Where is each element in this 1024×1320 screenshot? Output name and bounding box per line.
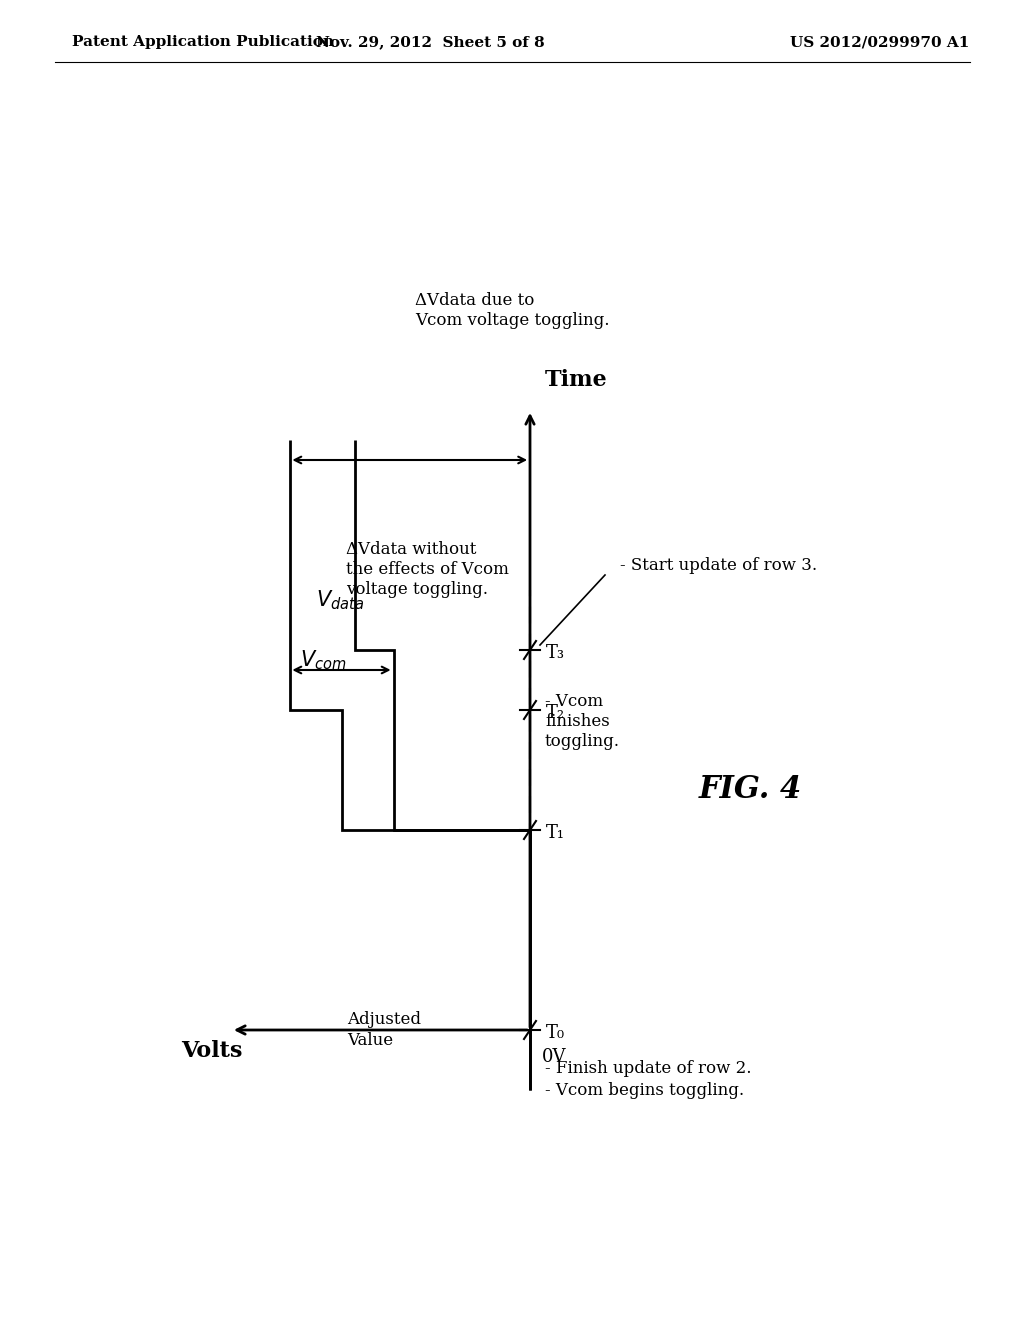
Text: T₀: T₀ — [546, 1024, 565, 1041]
Text: - Vcom: - Vcom — [545, 693, 603, 710]
Text: - Vcom begins toggling.: - Vcom begins toggling. — [545, 1082, 744, 1100]
Text: toggling.: toggling. — [545, 734, 620, 751]
Text: T₂: T₂ — [546, 704, 565, 722]
Text: $V_{data}$: $V_{data}$ — [315, 589, 365, 612]
Text: 0V: 0V — [542, 1048, 566, 1067]
Text: US 2012/0299970 A1: US 2012/0299970 A1 — [790, 36, 970, 49]
Text: ΔVdata due to: ΔVdata due to — [415, 292, 535, 309]
Text: Volts: Volts — [181, 1040, 243, 1063]
Text: Time: Time — [545, 370, 608, 391]
Text: Adjusted
Value: Adjusted Value — [347, 1011, 421, 1049]
Text: FIG. 4: FIG. 4 — [698, 775, 802, 805]
Text: - Finish update of row 2.: - Finish update of row 2. — [545, 1060, 752, 1077]
Text: ΔVdata without: ΔVdata without — [346, 541, 477, 558]
Text: finishes: finishes — [545, 714, 609, 730]
Text: the effects of Vcom: the effects of Vcom — [346, 561, 509, 578]
Text: T₁: T₁ — [546, 824, 565, 842]
Text: voltage toggling.: voltage toggling. — [346, 582, 488, 598]
Text: T₃: T₃ — [546, 644, 565, 663]
Text: - Start update of row 3.: - Start update of row 3. — [620, 557, 817, 573]
Text: Vcom voltage toggling.: Vcom voltage toggling. — [415, 312, 609, 329]
Text: Nov. 29, 2012  Sheet 5 of 8: Nov. 29, 2012 Sheet 5 of 8 — [315, 36, 545, 49]
Text: $V_{com}$: $V_{com}$ — [300, 648, 347, 672]
Text: Patent Application Publication: Patent Application Publication — [72, 36, 334, 49]
